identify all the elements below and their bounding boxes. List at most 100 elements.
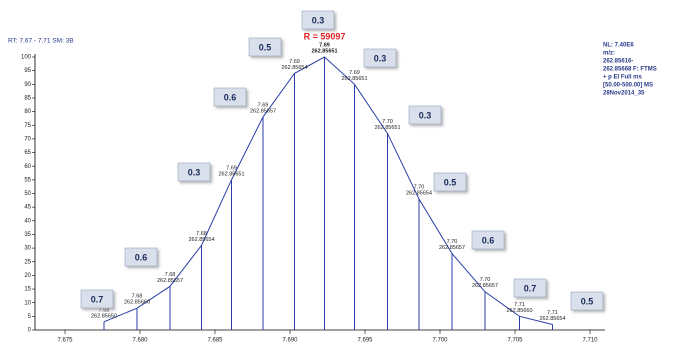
y-tick-label: 70	[24, 136, 31, 142]
y-tick-label: 35	[24, 232, 31, 238]
error-box: 0.5	[570, 291, 604, 311]
error-box: 0.7	[513, 278, 547, 298]
y-tick-label: 75	[24, 123, 31, 129]
error-box: 0.3	[301, 10, 335, 30]
box-value: 0.3	[188, 167, 201, 177]
resolution: R = 59097	[304, 31, 346, 41]
peak-time: 7.70	[447, 239, 458, 245]
peak-time: 7.68	[165, 272, 176, 278]
box-bg	[213, 87, 247, 107]
info-line: 262.85616-	[603, 59, 633, 65]
box-value: 0.6	[135, 252, 148, 262]
box-bg	[513, 278, 547, 298]
box-bg	[301, 10, 335, 30]
info-line: 28Nov2014_35	[603, 91, 645, 97]
x-tick-label: 7.675	[57, 338, 73, 344]
box-bg	[433, 172, 467, 192]
y-tick-label: 30	[24, 246, 31, 252]
box-value: 0.3	[374, 53, 387, 63]
peak-mz: 262.85657	[250, 109, 276, 115]
y-tick-label: 55	[24, 177, 31, 183]
peak-time: 7.71	[547, 310, 558, 316]
y-tick-label: 15	[24, 287, 31, 293]
box-value: 0.6	[224, 92, 237, 102]
box-value: 0.3	[312, 15, 325, 25]
box-bg	[248, 37, 282, 57]
error-box: 0.6	[124, 247, 158, 267]
box-value: 0.6	[482, 235, 495, 245]
box-value: 0.5	[581, 296, 594, 306]
box-value: 0.7	[91, 294, 104, 304]
y-tick-label: 5	[28, 314, 32, 320]
error-box: 0.3	[177, 162, 211, 182]
y-tick-label: 100	[21, 55, 32, 61]
y-tick-label: 50	[24, 191, 31, 197]
peak-time: 7.69	[349, 70, 360, 76]
x-tick-label: 7.690	[282, 338, 298, 344]
peak-mz: 262.85654	[540, 316, 566, 322]
x-tick-label: 7.695	[357, 338, 373, 344]
y-tick-label: 25	[24, 259, 31, 265]
peak-time: 7.71	[514, 302, 525, 308]
peak-time: 7.69	[258, 103, 269, 109]
peak-mz: 262.85651	[342, 76, 368, 82]
info-line: NL: 7.40E6	[603, 43, 634, 49]
peak-time: 7.68	[196, 231, 207, 237]
info-line: [50.00-500.00] MS	[603, 83, 653, 89]
y-tick-label: 90	[24, 82, 31, 88]
peak-time: 7.70	[382, 119, 393, 125]
x-tick-label: 7.710	[582, 338, 598, 344]
box-value: 0.5	[259, 42, 272, 52]
y-tick-label: 40	[24, 218, 31, 224]
peak-mz: 262.85657	[157, 278, 183, 284]
error-box: 0.3	[363, 48, 397, 68]
box-bg	[80, 289, 114, 309]
box-bg	[471, 230, 505, 250]
box-bg	[408, 105, 442, 125]
peak-time: 7.70	[414, 184, 425, 190]
box-bg	[124, 247, 158, 267]
peak-mz: 262.85654	[189, 237, 215, 243]
peak-mz: 262.85651	[312, 48, 338, 54]
peak-mz: 262.85660	[124, 300, 150, 306]
x-tick-label: 7.700	[432, 338, 448, 344]
peak-mz: 262.85657	[472, 283, 498, 289]
peak-mz: 262.85651	[219, 171, 245, 177]
box-bg	[177, 162, 211, 182]
y-tick-label: 65	[24, 150, 31, 156]
error-box: 0.6	[213, 87, 247, 107]
info-line: 262.85668 F: FTMS	[603, 67, 657, 73]
peak-time: 7.70	[480, 277, 491, 283]
info-line: m/z:	[603, 51, 615, 57]
peak-mz: 262.85657	[439, 245, 465, 251]
peak-time: 7.68	[99, 307, 110, 313]
error-box: 0.7	[80, 289, 114, 309]
y-tick-label: 20	[24, 273, 31, 279]
info-line: + p EI Full ms	[603, 75, 643, 81]
x-tick-label: 7.685	[207, 338, 223, 344]
box-value: 0.5	[444, 177, 457, 187]
y-tick-label: 45	[24, 205, 31, 211]
peak-time: 7.69	[289, 59, 300, 65]
error-box: 0.3	[408, 105, 442, 125]
x-tick-label: 7.705	[507, 338, 523, 344]
peak-time: 7.69	[226, 165, 237, 171]
y-tick-label: 60	[24, 164, 31, 170]
box-value: 0.7	[524, 283, 537, 293]
peak-mz: 262.85660	[507, 308, 533, 314]
error-box: 0.6	[471, 230, 505, 250]
box-bg	[363, 48, 397, 68]
peak-time: 7.69	[319, 42, 330, 48]
peak-mz: 262.85650	[91, 313, 117, 319]
error-box: 0.5	[248, 37, 282, 57]
peak-mz: 262.85654	[282, 65, 308, 71]
peak-mz: 262.85651	[375, 125, 401, 131]
y-tick-label: 0	[28, 328, 32, 334]
y-tick-label: 80	[24, 109, 31, 115]
peak-mz: 262.85654	[406, 190, 432, 196]
peak-time: 7.68	[132, 294, 143, 300]
box-bg	[570, 291, 604, 311]
error-box: 0.5	[433, 172, 467, 192]
box-value: 0.3	[419, 110, 432, 120]
